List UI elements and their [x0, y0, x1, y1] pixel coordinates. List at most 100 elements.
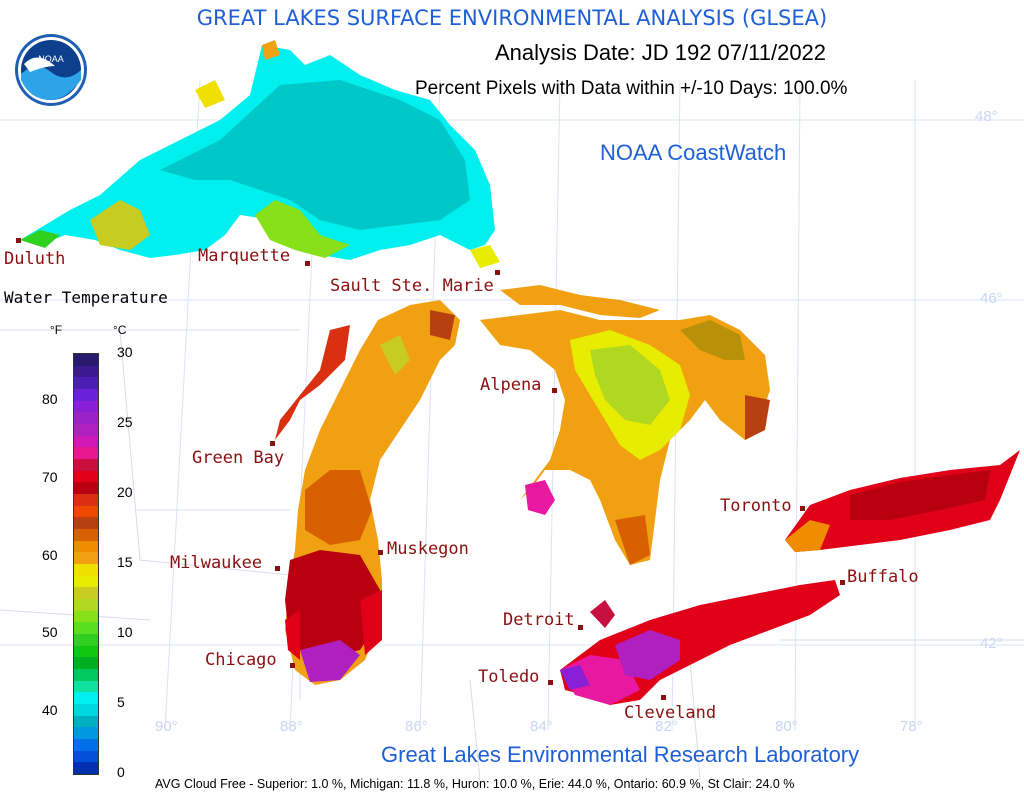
grid-label-88: 88°: [280, 718, 303, 735]
grid-label-90: 90°: [155, 718, 178, 735]
legend-swatch: [74, 680, 98, 693]
state-borders: [0, 329, 1024, 781]
grid-label-46: 46°: [980, 290, 1003, 307]
legend-swatch: [74, 435, 98, 448]
grid-label-42: 42°: [980, 635, 1003, 652]
legend-swatch: [74, 657, 98, 670]
city-marker: [840, 580, 845, 585]
legend-swatch: [74, 400, 98, 413]
analysis-date: Analysis Date: JD 192 07/11/2022: [495, 40, 827, 65]
coastwatch-label: NOAA CoastWatch: [600, 140, 787, 165]
fahrenheit-tick: 80: [42, 391, 58, 407]
city-marker: [800, 506, 805, 511]
city-detroit: Detroit: [503, 610, 575, 630]
legend-swatch: [74, 377, 98, 390]
legend-swatch: [74, 482, 98, 495]
color-scale: [73, 353, 99, 775]
legend-swatch: [74, 365, 98, 378]
legend-swatch: [74, 750, 98, 763]
city-cleveland: Cleveland: [624, 703, 717, 723]
city-marker: [552, 388, 557, 393]
celsius-tick: 25: [117, 414, 133, 430]
lake-superior: [20, 40, 500, 268]
city-marquette: Marquette: [198, 246, 291, 266]
lab-label: Great Lakes Environmental Research Labor…: [381, 742, 860, 767]
legend-swatch: [74, 599, 98, 612]
lake-huron: [480, 285, 770, 565]
city-marker: [270, 441, 275, 446]
legend-swatch: [74, 494, 98, 507]
city-chicago: Chicago: [205, 650, 277, 670]
celsius-tick: 20: [117, 484, 133, 500]
city-milwaukee: Milwaukee: [170, 553, 263, 573]
legend-swatch: [74, 552, 98, 565]
celsius-tick: 5: [117, 694, 125, 710]
page-title: GREAT LAKES SURFACE ENVIRONMENTAL ANALYS…: [196, 6, 828, 30]
legend-swatch: [74, 447, 98, 460]
graticule: [0, 79, 1024, 731]
lake-michigan: [275, 300, 460, 685]
city-green-bay: Green Bay: [192, 448, 285, 468]
legend-swatch: [74, 575, 98, 588]
legend-swatch: [74, 424, 98, 437]
legend-swatch: [74, 739, 98, 752]
celsius-tick: 10: [117, 624, 133, 640]
fahrenheit-tick: 50: [42, 624, 58, 640]
grid-label-80: 80°: [775, 718, 798, 735]
city-marker: [290, 663, 295, 668]
city-muskegon: Muskegon: [387, 539, 469, 559]
legend-swatch: [74, 529, 98, 542]
unit-celsius: °C: [113, 323, 127, 337]
city-marker: [378, 550, 383, 555]
unit-fahrenheit: °F: [50, 323, 63, 337]
legend-swatch: [74, 564, 98, 577]
fahrenheit-tick: 60: [42, 547, 58, 563]
legend-swatch: [74, 540, 98, 553]
legend-swatch: [74, 704, 98, 717]
city-duluth: Duluth: [4, 249, 66, 269]
city-toledo: Toledo: [478, 667, 540, 687]
grid-label-84: 84°: [530, 718, 553, 735]
legend-title: Water Temperature: [4, 288, 168, 307]
grid-label-78: 78°: [900, 718, 923, 735]
seagull-icon: [24, 57, 55, 72]
lake-ontario: [785, 450, 1020, 552]
grid-label-82: 82°: [655, 718, 678, 735]
city-marker: [578, 625, 583, 630]
legend-swatch: [74, 715, 98, 728]
grid-label-86: 86°: [405, 718, 428, 735]
cloud-free-stats: AVG Cloud Free - Superior: 1.0 %, Michig…: [155, 777, 795, 791]
city-marker: [661, 695, 666, 700]
legend-swatch: [74, 505, 98, 518]
logo-text: NOAA: [38, 54, 64, 64]
grid-label-48: 48°: [975, 108, 998, 125]
legend-swatch: [74, 692, 98, 705]
city-sault-ste-marie: Sault Ste. Marie: [330, 276, 494, 296]
celsius-tick: 0: [117, 764, 125, 780]
city-marker: [548, 680, 553, 685]
legend-swatch: [74, 622, 98, 635]
city-marker: [16, 238, 21, 243]
city-toronto: Toronto: [720, 496, 792, 516]
noaa-logo: NOAA: [15, 34, 87, 106]
legend-swatch: [74, 389, 98, 402]
legend-swatch: [74, 645, 98, 658]
city-alpena: Alpena: [480, 375, 542, 395]
city-marker: [305, 261, 310, 266]
legend-swatch: [74, 517, 98, 530]
fahrenheit-tick: 40: [42, 702, 58, 718]
fahrenheit-tick: 70: [42, 469, 58, 485]
city-marker: [275, 566, 280, 571]
legend-swatch: [74, 762, 98, 775]
legend-swatch: [74, 412, 98, 425]
lake-erie: [560, 580, 840, 705]
city-buffalo: Buffalo: [847, 567, 919, 587]
legend-swatch: [74, 587, 98, 600]
celsius-tick: 30: [117, 344, 133, 360]
legend-swatch: [74, 459, 98, 472]
legend-swatch: [74, 634, 98, 647]
legend-swatch: [74, 669, 98, 682]
legend-swatch: [74, 610, 98, 623]
legend-swatch: [74, 470, 98, 483]
